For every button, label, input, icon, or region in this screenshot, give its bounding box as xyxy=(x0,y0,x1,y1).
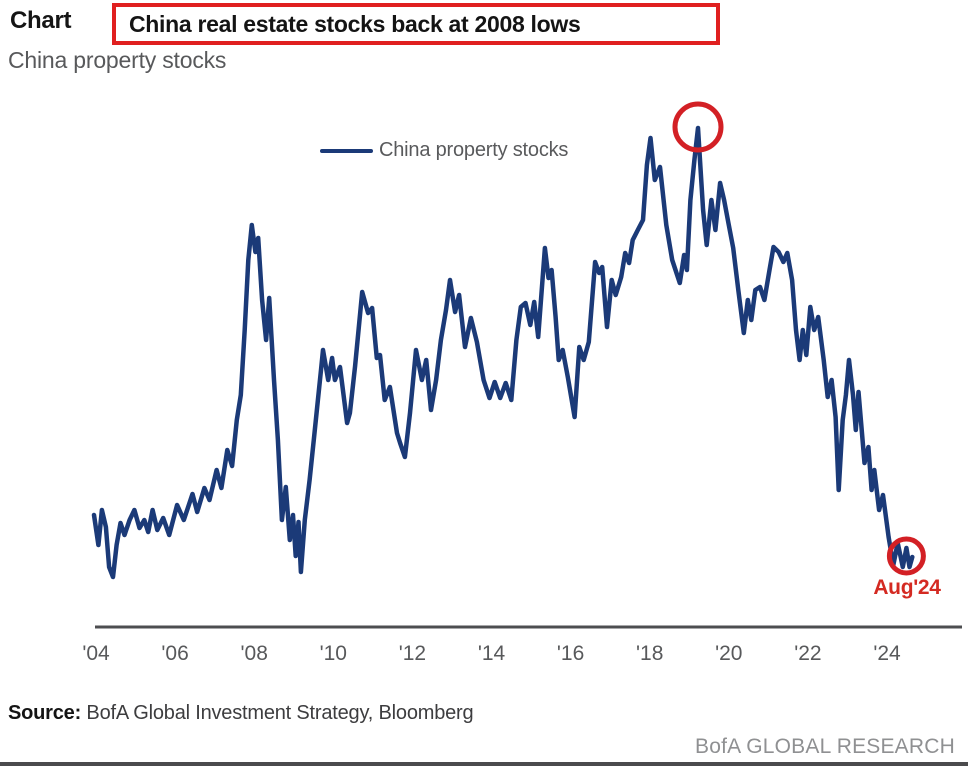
x-axis-tick-label: '06 xyxy=(161,642,188,665)
chart-subtitle: China property stocks xyxy=(8,47,227,73)
x-axis-tick-label: '04 xyxy=(82,642,110,665)
bofa-global-research-branding: BofA GLOBAL RESEARCH xyxy=(695,735,955,758)
highlight-circle xyxy=(672,101,724,153)
x-axis-tick-label: '12 xyxy=(399,642,426,665)
aug24-annotation-label: Aug'24 xyxy=(873,576,941,599)
title-highlight-box: China real estate stocks back at 2008 lo… xyxy=(112,3,720,45)
x-axis-tick-label: '08 xyxy=(241,642,268,665)
highlight-circle xyxy=(886,536,926,576)
source-line: Source: BofA Global Investment Strategy,… xyxy=(8,702,474,725)
x-axis-tick-label: '16 xyxy=(557,642,584,665)
x-axis-tick-label: '10 xyxy=(320,642,347,665)
legend-series-label: China property stocks xyxy=(379,139,569,161)
page-title: China real estate stocks back at 2008 lo… xyxy=(129,10,581,37)
legend: China property stocks xyxy=(320,139,568,162)
x-axis-tick-label: '18 xyxy=(636,642,663,665)
legend-line-swatch xyxy=(320,148,373,153)
chart-kicker-label: Chart xyxy=(10,7,72,34)
source-text: BofA Global Investment Strategy, Bloombe… xyxy=(81,702,474,724)
x-axis-tick-label: '24 xyxy=(873,642,901,665)
price-line xyxy=(91,125,915,580)
source-label: Source: xyxy=(8,702,82,724)
x-axis-tick-label: '20 xyxy=(715,642,742,665)
bottom-divider xyxy=(0,762,968,766)
x-axis-tick-label: '22 xyxy=(794,642,821,665)
x-axis-tick-label: '14 xyxy=(478,642,506,665)
